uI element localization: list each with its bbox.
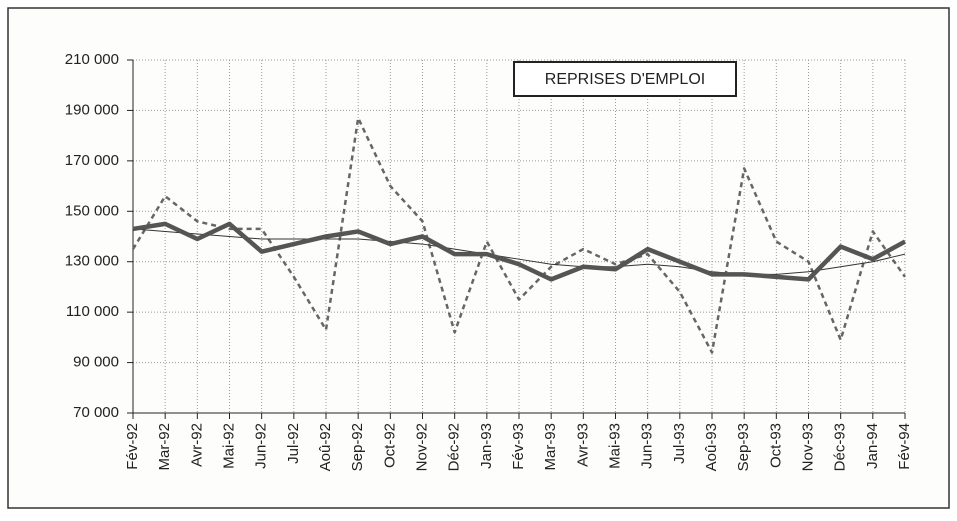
x-tick-label: Nov-93 <box>799 423 816 471</box>
y-tick-label: 150 000 <box>65 202 119 219</box>
y-tick-label: 190 000 <box>65 101 119 118</box>
y-tick-label: 170 000 <box>65 152 119 169</box>
lines <box>131 116 907 354</box>
x-tick-label: Mai-92 <box>220 423 237 469</box>
x-tick-label: Avr-92 <box>188 423 205 467</box>
x-tick-label: Fév-93 <box>510 423 527 470</box>
x-tick-label: Aoû-92 <box>317 423 334 471</box>
y-tick-label: 110 000 <box>66 303 119 320</box>
y-tick-label: 70 000 <box>73 404 119 421</box>
x-tick-label: Sep-92 <box>349 423 366 471</box>
title-box <box>513 61 737 97</box>
series-line <box>132 228 906 275</box>
x-tick-label: Nov-92 <box>413 423 430 471</box>
x-tick-label: Avr-93 <box>574 423 591 467</box>
x-tick-label: Déc-93 <box>832 423 849 471</box>
x-tick-label: Mar-92 <box>156 423 173 471</box>
x-tick-label: Jan-94 <box>864 423 881 469</box>
x-tick-label: Jun-93 <box>639 423 656 469</box>
x-tick-label: Oct-92 <box>381 423 398 468</box>
y-tick-label: 130 000 <box>65 253 119 270</box>
x-tick-label: Jan-93 <box>478 423 495 469</box>
x-tick-label: Mar-93 <box>542 423 559 471</box>
series-line <box>132 221 907 282</box>
chart-title: REPRISES D'EMPLOI <box>545 71 705 88</box>
series-line <box>131 116 907 354</box>
grid <box>127 59 906 419</box>
x-tick-label: Jun-92 <box>253 423 270 469</box>
x-tick-label: Mai-93 <box>606 423 623 469</box>
y-tick-label: 90 000 <box>73 354 119 371</box>
x-tick-label: Sep-93 <box>735 423 752 471</box>
x-tick-label: Oct-93 <box>767 423 784 468</box>
x-tick-label: Jul-93 <box>671 423 688 464</box>
x-tick-label: Jul-92 <box>285 423 302 464</box>
x-tick-label: Fév-94 <box>896 423 913 470</box>
x-tick-label: Aoû-93 <box>703 423 720 471</box>
x-tick-label: Déc-92 <box>446 423 463 471</box>
y-tick-label: 210 000 <box>65 51 119 68</box>
x-tick-label: Fév-92 <box>124 423 141 470</box>
